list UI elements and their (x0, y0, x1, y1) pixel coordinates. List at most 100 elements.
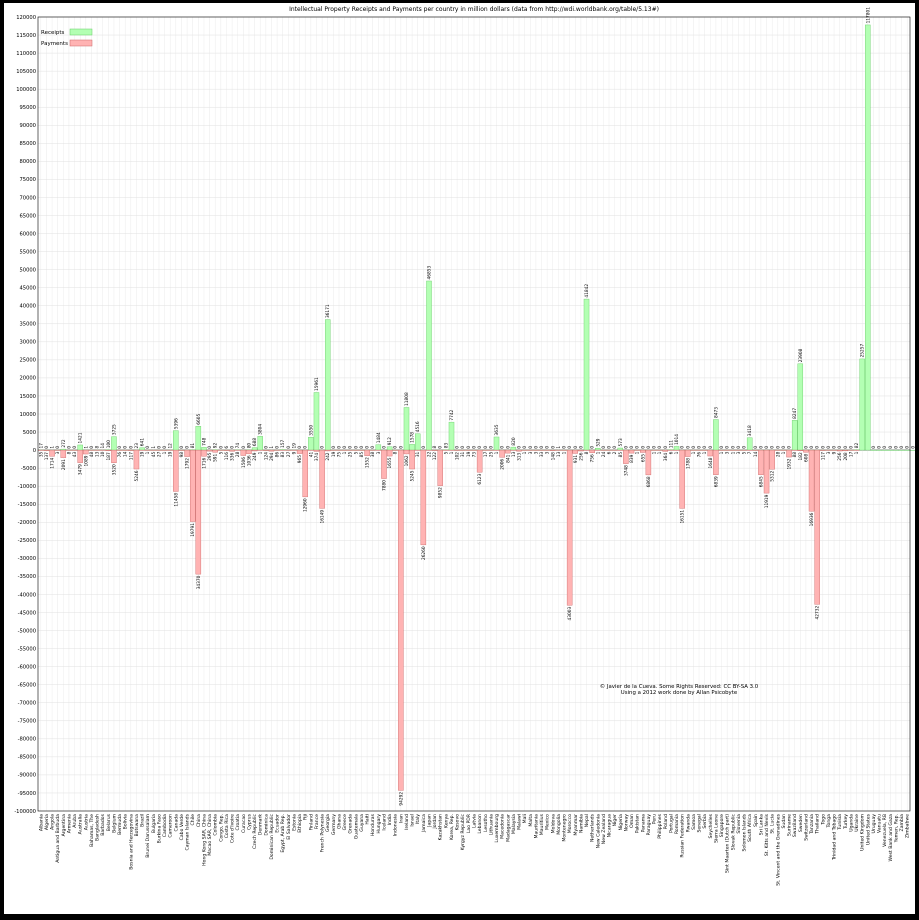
bar-payments (386, 449, 393, 457)
bar-payments (83, 449, 89, 455)
bar-receipts (510, 446, 517, 451)
value-label-receipts: 23908 (798, 348, 804, 362)
x-tick-label: Fiji (303, 814, 309, 820)
x-tick-label: Barbados (100, 813, 106, 835)
bar-receipts (386, 446, 393, 451)
value-label-receipts: 0 (336, 446, 342, 449)
value-label-receipts: 25257 (860, 344, 866, 358)
value-label-payments: 38 (370, 451, 376, 457)
x-tick-label: Spain (753, 814, 759, 827)
x-tick-label: Bahamas, The (89, 814, 95, 847)
x-tick-label: Togo (820, 814, 826, 826)
value-label-receipts: 0 (218, 446, 224, 449)
x-tick-label: Vanuatu (877, 814, 883, 833)
value-label-payments: 1716 (201, 458, 207, 469)
x-tick-label: El Salvador (286, 814, 292, 840)
x-tick-label: Iran (398, 814, 404, 823)
x-tick-label: Nigeria (618, 814, 624, 831)
bar-payments (189, 449, 196, 522)
x-tick-label: Armenia (66, 814, 72, 833)
bar-receipts (415, 433, 421, 451)
x-tick-label: Netherlands (590, 813, 596, 842)
value-label-receipts: 0 (567, 446, 573, 449)
value-label-payments: 3 (528, 451, 534, 454)
value-label-receipts: 0 (331, 446, 337, 449)
value-label-payments: 1 (781, 451, 787, 454)
value-label-payments: 124 (263, 452, 269, 460)
value-label-payments: 8 (393, 451, 399, 454)
bar-payments (49, 449, 55, 457)
bar-payments (173, 449, 179, 492)
x-tick-label: Honduras (370, 813, 376, 836)
value-label-payments: 43003 (567, 607, 573, 621)
value-label-receipts: 0 (263, 446, 269, 449)
value-label-payments: 16149 (320, 510, 326, 524)
value-label-payments: 122 (432, 452, 438, 460)
value-label-receipts: 23 (134, 443, 140, 449)
value-label-receipts: 0 (500, 446, 506, 449)
value-label-receipts: 0 (207, 446, 213, 449)
x-tick-label: St. Vincent and the Grenadines (775, 813, 781, 885)
value-label-payments: 94292 (398, 792, 404, 806)
value-label-payments: 3 (545, 451, 551, 454)
x-tick-label: Brazil (140, 814, 146, 827)
value-label-receipts: 1578 (410, 432, 416, 443)
value-label-payments: 1 (562, 451, 568, 454)
value-label-receipts: 0 (787, 446, 793, 449)
bar-payments (763, 449, 770, 494)
value-label-receipts: 0 (815, 446, 821, 449)
x-tick-label: Sierra Leone (713, 814, 719, 843)
value-label-receipts: 0 (848, 446, 854, 449)
x-tick-label: Russian Federation (680, 814, 686, 858)
bar-payments (566, 449, 573, 606)
value-label-payments: 28 (775, 451, 781, 457)
y-tick-label: 120000 (16, 15, 36, 21)
x-tick-label: Moldova (550, 814, 556, 833)
x-tick-label: Solomon Islands (742, 813, 748, 851)
bar-payments (206, 449, 213, 452)
value-label-receipts: 0 (601, 446, 607, 449)
value-label-payments: 1788 (685, 458, 691, 469)
x-tick-label: Iceland (381, 814, 387, 831)
value-label-receipts: 0 (275, 446, 281, 449)
x-tick-label: Lao PDR (466, 813, 472, 833)
value-label-receipts: 0 (55, 446, 61, 449)
x-tick-label: Dominica (263, 814, 269, 836)
value-label-payments: 73 (472, 452, 478, 458)
bar-receipts (173, 430, 179, 451)
value-label-payments: 12960 (303, 498, 309, 512)
y-tick-label: 60000 (19, 231, 36, 237)
value-label-receipts: 1 (151, 446, 157, 449)
x-tick-label: Macedonia (500, 814, 506, 839)
x-tick-label: Venezuela, RB (882, 814, 888, 847)
bar-payments (246, 449, 252, 455)
value-label-receipts: 0 (646, 446, 652, 449)
y-tick-label: -80000 (18, 737, 36, 743)
bar-payments (409, 449, 415, 470)
value-label-payments: 1552 (365, 457, 371, 468)
x-tick-label: Singapore (719, 814, 725, 837)
bar-payments (195, 449, 202, 575)
x-tick-label: Israel (410, 814, 416, 827)
value-label-receipts: 0 (550, 446, 556, 449)
grid (38, 16, 910, 812)
y-tick-label: 40000 (19, 304, 36, 310)
x-tick-label: Bermuda (117, 814, 123, 835)
y-tick-label: 30000 (19, 340, 36, 346)
bar-receipts (375, 444, 382, 451)
value-label-receipts: 0 (185, 446, 191, 449)
bar-payments (268, 449, 275, 452)
bar-payments (640, 449, 646, 453)
value-label-receipts: 0 (640, 446, 646, 449)
value-label-receipts: 0 (241, 446, 247, 449)
value-label-receipts: 0 (398, 446, 404, 449)
y-tick-label: 70000 (19, 195, 36, 201)
value-label-receipts: 0 (44, 446, 50, 449)
value-label-receipts: 0 (708, 446, 714, 449)
value-label-receipts: 11808 (404, 392, 410, 406)
value-label-payments: 1792 (185, 458, 191, 469)
x-tick-label: Norway (623, 814, 629, 832)
x-tick-label: Belgium (111, 813, 117, 832)
value-label-payments: 19 (331, 451, 337, 457)
value-label-payments: 3 (533, 451, 539, 454)
